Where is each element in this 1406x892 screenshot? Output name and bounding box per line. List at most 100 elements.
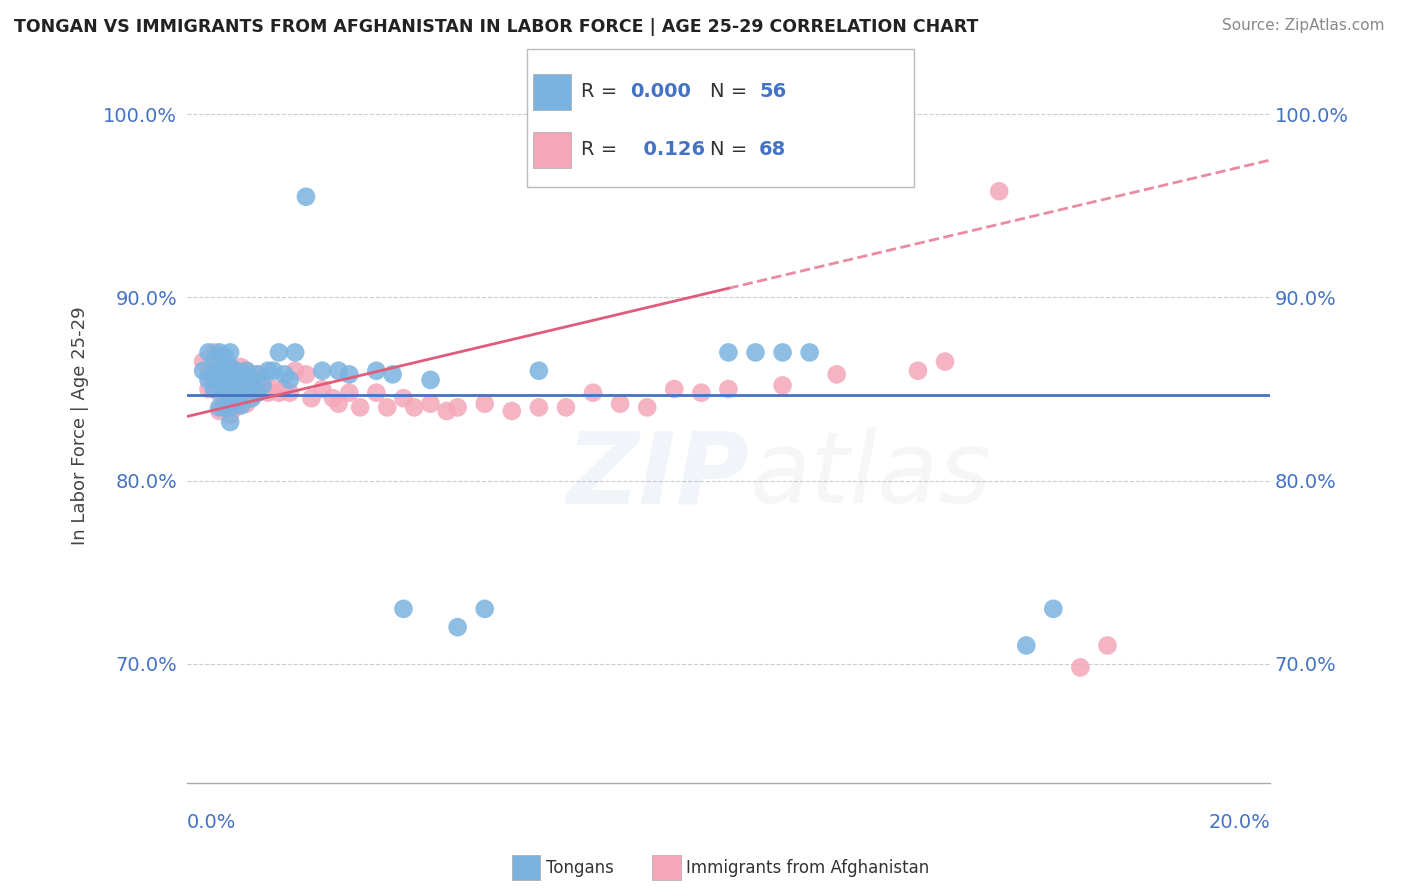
Point <box>235 382 257 396</box>
Text: 56: 56 <box>759 82 786 102</box>
Point <box>219 408 242 422</box>
Text: 0.000: 0.000 <box>630 82 690 102</box>
Point <box>208 385 231 400</box>
Point <box>225 395 247 409</box>
Point <box>219 385 242 400</box>
Text: Tongans: Tongans <box>546 859 613 877</box>
Point <box>257 364 280 378</box>
Point <box>988 184 1011 198</box>
Text: N =: N = <box>710 140 754 160</box>
Point <box>235 364 257 378</box>
Point <box>202 354 225 368</box>
Point <box>267 345 290 359</box>
Point <box>337 385 360 400</box>
Text: TONGAN VS IMMIGRANTS FROM AFGHANISTAN IN LABOR FORCE | AGE 25-29 CORRELATION CHA: TONGAN VS IMMIGRANTS FROM AFGHANISTAN IN… <box>14 18 979 36</box>
Point <box>690 385 713 400</box>
Point <box>229 382 252 396</box>
Point <box>744 345 766 359</box>
Point <box>240 371 263 385</box>
Point <box>240 389 263 403</box>
Point <box>257 385 280 400</box>
Point <box>191 354 214 368</box>
Point <box>717 382 740 396</box>
Point <box>197 382 219 396</box>
Point <box>229 378 252 392</box>
Point <box>328 397 350 411</box>
Point <box>934 354 956 368</box>
Point <box>609 397 631 411</box>
Point <box>214 401 236 415</box>
Point <box>349 401 371 415</box>
Point <box>446 620 468 634</box>
Point <box>664 382 686 396</box>
Point <box>1069 660 1091 674</box>
Point <box>273 368 295 382</box>
Point <box>474 397 496 411</box>
Point <box>229 397 252 411</box>
Point <box>311 382 333 396</box>
Point <box>219 360 242 375</box>
Point <box>219 360 242 375</box>
Point <box>636 401 658 415</box>
Point <box>436 404 458 418</box>
Point <box>202 368 225 382</box>
Point <box>240 373 263 387</box>
Point <box>202 345 225 359</box>
Point <box>235 364 257 378</box>
Point <box>717 345 740 359</box>
Point <box>555 401 578 415</box>
Point <box>235 378 257 392</box>
Point <box>446 401 468 415</box>
Text: 20.0%: 20.0% <box>1208 814 1270 832</box>
Point <box>214 364 236 378</box>
Point <box>419 397 441 411</box>
Point <box>527 401 550 415</box>
Point <box>337 368 360 382</box>
Point <box>235 397 257 411</box>
Point <box>263 364 285 378</box>
Point <box>202 382 225 396</box>
Point <box>191 364 214 378</box>
Point <box>392 391 415 405</box>
Point <box>202 364 225 378</box>
Point <box>214 378 236 392</box>
Point <box>278 373 301 387</box>
Y-axis label: In Labor Force | Age 25-29: In Labor Force | Age 25-29 <box>72 306 89 545</box>
Point <box>208 364 231 378</box>
Point <box>419 373 441 387</box>
Point <box>240 391 263 405</box>
Text: R =: R = <box>581 82 623 102</box>
Point <box>246 368 269 382</box>
Point <box>501 404 523 418</box>
Point <box>229 360 252 375</box>
Text: Source: ZipAtlas.com: Source: ZipAtlas.com <box>1222 18 1385 33</box>
Point <box>366 364 388 378</box>
Text: 0.0%: 0.0% <box>187 814 236 832</box>
Point <box>582 385 605 400</box>
Point <box>219 375 242 389</box>
Point <box>381 368 404 382</box>
Point <box>246 385 269 400</box>
Point <box>219 415 242 429</box>
Point <box>225 382 247 396</box>
Point <box>299 391 322 405</box>
Point <box>229 399 252 413</box>
Point <box>263 382 285 396</box>
Point <box>907 364 929 378</box>
Point <box>799 345 821 359</box>
Point <box>246 385 269 400</box>
Point <box>219 391 242 405</box>
Text: ZIP: ZIP <box>567 427 749 524</box>
Point <box>208 349 231 363</box>
Point <box>197 373 219 387</box>
Point <box>273 382 295 396</box>
Point <box>1097 639 1119 653</box>
Point <box>527 364 550 378</box>
Point <box>208 401 231 415</box>
Text: R =: R = <box>581 140 623 160</box>
Point <box>1015 639 1038 653</box>
Point <box>246 368 269 382</box>
Point <box>214 368 236 382</box>
Point <box>772 345 794 359</box>
Point <box>208 345 231 359</box>
